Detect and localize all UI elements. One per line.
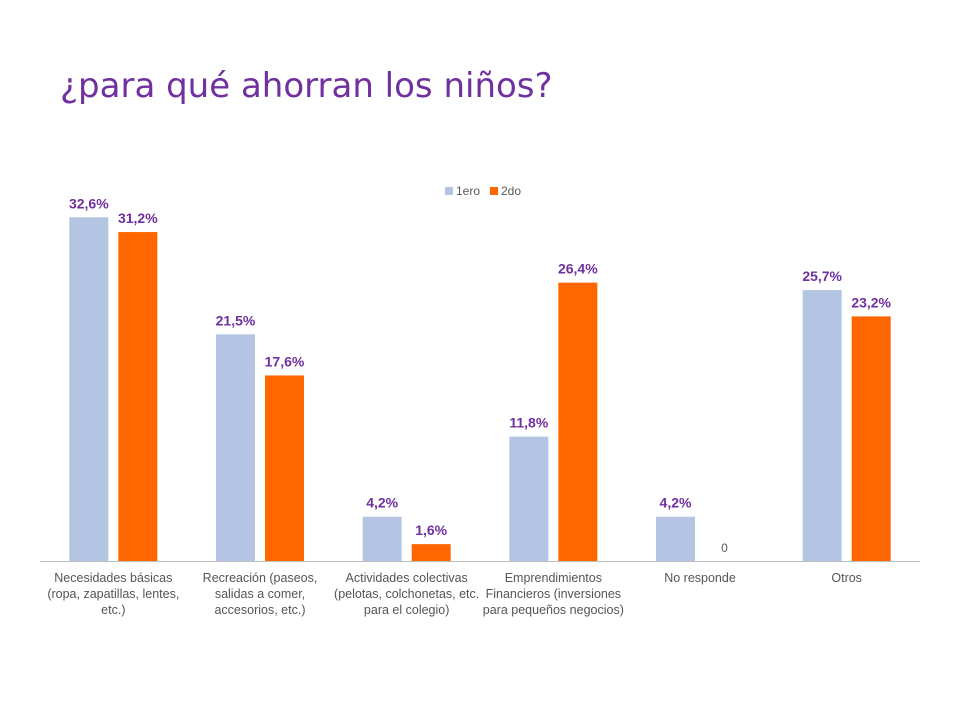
- chart-legend: 1ero 2do: [445, 184, 521, 198]
- data-label-1ero-5: 4,2%: [660, 495, 692, 511]
- legend-label-2do: 2do: [501, 184, 521, 198]
- data-label-2do-3: 1,6%: [415, 522, 447, 538]
- data-label-2do-1: 31,2%: [118, 210, 158, 226]
- category-label-1: Necesidades básicas (ropa, zapatillas, l…: [47, 571, 180, 617]
- bar-1ero-2: [216, 334, 255, 561]
- category-label-6: Otros: [831, 571, 862, 585]
- chart-bars: [69, 217, 891, 561]
- legend-swatch-2do: [490, 187, 498, 195]
- data-label-2do-4: 26,4%: [558, 261, 598, 277]
- data-label-1ero-1: 32,6%: [69, 195, 109, 211]
- bar-2do-2: [265, 375, 304, 561]
- data-label-1ero-2: 21,5%: [216, 312, 256, 328]
- bar-1ero-1: [69, 217, 109, 561]
- bar-2do-4: [558, 282, 598, 561]
- legend-label-1ero: 1ero: [456, 184, 480, 198]
- bar-2do-3: [411, 544, 451, 561]
- bar-2do-1: [118, 232, 158, 561]
- data-label-2do-5: 0: [721, 541, 728, 555]
- data-label-1ero-4: 11,8%: [509, 415, 548, 431]
- bar-2do-6: [851, 316, 891, 561]
- category-label-5: No responde: [664, 571, 736, 585]
- chart-data-labels: 32,6% 31,2% 21,5% 17,6% 4,2% 1,6% 11,8% 26,4% 4,…: [69, 195, 892, 555]
- category-label-4: Emprendimientos Financieros (inversiones…: [482, 571, 624, 617]
- bar-1ero-5: [656, 516, 695, 561]
- bar-1ero-4: [509, 436, 549, 561]
- legend-swatch-1ero: [445, 187, 453, 195]
- category-label-3: Actividades colectivas (pelotas, colchon…: [334, 571, 480, 617]
- category-label-2: Recreación (paseos, salidas a comer, acc…: [202, 571, 318, 617]
- slide-title: ¿para qué ahorran los niños?: [60, 66, 553, 106]
- bar-1ero-3: [362, 516, 402, 561]
- data-label-2do-2: 17,6%: [265, 353, 305, 369]
- data-label-1ero-6: 25,7%: [802, 268, 842, 284]
- data-label-1ero-3: 4,2%: [366, 495, 398, 511]
- data-label-2do-6: 23,2%: [851, 294, 891, 310]
- bar-1ero-6: [802, 290, 842, 561]
